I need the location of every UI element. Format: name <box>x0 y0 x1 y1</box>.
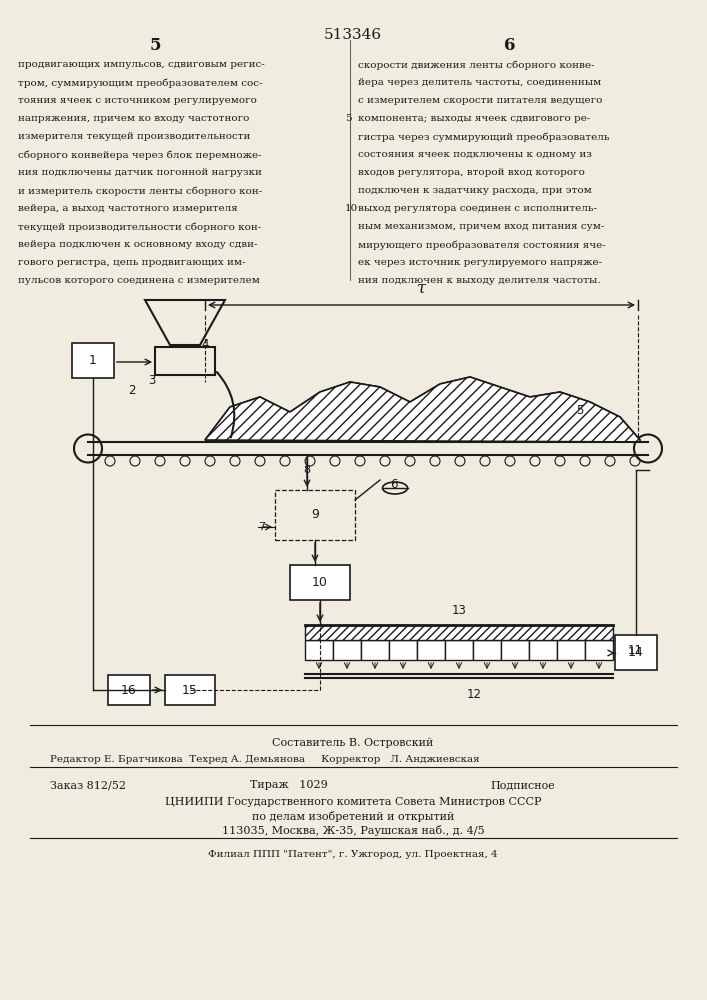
Bar <box>165 675 215 705</box>
Bar <box>361 640 389 660</box>
Text: Составитель В. Островский: Составитель В. Островский <box>272 738 433 748</box>
Text: ек через источник регулируемого напряже-: ек через источник регулируемого напряже- <box>358 258 602 267</box>
Bar <box>108 675 150 705</box>
Text: и измеритель скорости ленты сборного кон-: и измеритель скорости ленты сборного кон… <box>18 186 262 196</box>
Text: скорости движения ленты сборного конве-: скорости движения ленты сборного конве- <box>358 60 595 70</box>
Text: 113035, Москва, Ж-35, Раушская наб., д. 4/5: 113035, Москва, Ж-35, Раушская наб., д. … <box>222 825 484 836</box>
Text: 16: 16 <box>121 684 137 696</box>
Text: 7: 7 <box>259 522 266 532</box>
Text: сборного конвейера через блок перемноже-: сборного конвейера через блок перемноже- <box>18 150 262 159</box>
Text: пульсов которого соединена с измерителем: пульсов которого соединена с измерителем <box>18 276 260 285</box>
Text: 513346: 513346 <box>324 28 382 42</box>
Text: вейера, а выход частотного измерителя: вейера, а выход частотного измерителя <box>18 204 238 213</box>
Text: 13: 13 <box>452 604 467 617</box>
Text: ЦНИИПИ Государственного комитета Совета Министров СССР: ЦНИИПИ Государственного комитета Совета … <box>165 797 542 807</box>
Text: напряжения, причем ко входу частотного: напряжения, причем ко входу частотного <box>18 114 250 123</box>
Bar <box>155 347 215 375</box>
Text: 15: 15 <box>182 684 198 696</box>
Polygon shape <box>205 377 640 442</box>
Text: 14: 14 <box>628 646 644 659</box>
Bar <box>557 640 585 660</box>
Bar <box>305 640 333 660</box>
Text: тром, суммирующим преобразователем сос-: тром, суммирующим преобразователем сос- <box>18 78 262 88</box>
Bar <box>389 640 417 660</box>
Bar <box>473 640 501 660</box>
Text: входов регулятора, второй вход которого: входов регулятора, второй вход которого <box>358 168 585 177</box>
Text: 10: 10 <box>345 204 358 213</box>
Text: 2: 2 <box>128 383 136 396</box>
Text: текущей производительности сборного кон-: текущей производительности сборного кон- <box>18 222 262 232</box>
Text: Подписное: Подписное <box>490 780 555 790</box>
Bar <box>585 640 613 660</box>
Text: продвигающих импульсов, сдвиговым регис-: продвигающих импульсов, сдвиговым регис- <box>18 60 264 69</box>
Text: вейера подключен к основному входу сдви-: вейера подключен к основному входу сдви- <box>18 240 257 249</box>
Bar <box>305 625 613 640</box>
Text: гистра через суммирующий преобразователь: гистра через суммирующий преобразователь <box>358 132 609 141</box>
Text: 5: 5 <box>345 114 351 123</box>
Bar <box>275 490 355 540</box>
Text: компонента; выходы ячеек сдвигового ре-: компонента; выходы ячеек сдвигового ре- <box>358 114 590 123</box>
Text: измерителя текущей производительности: измерителя текущей производительности <box>18 132 250 141</box>
Text: 5: 5 <box>149 36 160 53</box>
Bar <box>417 640 445 660</box>
Text: ным механизмом, причем вход питания сум-: ным механизмом, причем вход питания сум- <box>358 222 604 231</box>
Text: ния подключены датчик погонной нагрузки: ния подключены датчик погонной нагрузки <box>18 168 262 177</box>
Text: состояния ячеек подключены к одному из: состояния ячеек подключены к одному из <box>358 150 592 159</box>
Bar <box>333 640 361 660</box>
Bar <box>290 565 350 600</box>
Text: 3: 3 <box>148 373 156 386</box>
Text: подключен к задатчику расхода, при этом: подключен к задатчику расхода, при этом <box>358 186 592 195</box>
Bar <box>72 343 114 378</box>
Text: 9: 9 <box>311 508 319 522</box>
Text: Филиал ППП "Патент", г. Ужгород, ул. Проектная, 4: Филиал ППП "Патент", г. Ужгород, ул. Про… <box>208 850 498 859</box>
Text: Редактор Е. Братчикова  Техред А. Демьянова     Корректор   Л. Анджиевская: Редактор Е. Братчикова Техред А. Демьяно… <box>50 755 479 764</box>
Text: йера через делитель частоты, соединенным: йера через делитель частоты, соединенным <box>358 78 601 87</box>
Text: по делам изобретений и открытий: по делам изобретений и открытий <box>252 811 454 822</box>
Text: Тираж   1029: Тираж 1029 <box>250 780 328 790</box>
Text: 10: 10 <box>312 576 328 589</box>
Text: выход регулятора соединен с исполнитель-: выход регулятора соединен с исполнитель- <box>358 204 597 213</box>
Bar <box>615 635 657 670</box>
Text: 4: 4 <box>201 338 209 352</box>
Text: 1: 1 <box>89 354 97 367</box>
Text: 8: 8 <box>303 465 310 475</box>
Text: 6: 6 <box>390 479 397 491</box>
Bar <box>501 640 529 660</box>
Text: Заказ 812/52: Заказ 812/52 <box>50 780 126 790</box>
Text: 5: 5 <box>576 403 584 416</box>
Text: ния подключен к выходу делителя частоты.: ния подключен к выходу делителя частоты. <box>358 276 601 285</box>
Bar <box>445 640 473 660</box>
Text: 11: 11 <box>628 644 643 656</box>
Text: 12: 12 <box>467 688 482 701</box>
Text: гового регистра, цепь продвигающих им-: гового регистра, цепь продвигающих им- <box>18 258 245 267</box>
Text: τ: τ <box>417 280 426 297</box>
Text: тояния ячеек с источником регулируемого: тояния ячеек с источником регулируемого <box>18 96 257 105</box>
Text: 6: 6 <box>504 36 515 53</box>
Text: мирующего преобразователя состояния яче-: мирующего преобразователя состояния яче- <box>358 240 606 249</box>
Bar <box>529 640 557 660</box>
Text: с измерителем скорости питателя ведущего: с измерителем скорости питателя ведущего <box>358 96 602 105</box>
